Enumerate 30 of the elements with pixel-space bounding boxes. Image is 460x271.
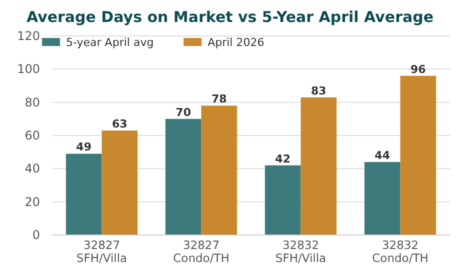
bar [165, 118, 202, 235]
x-tick-label: 32827 SFH/Villa [76, 238, 128, 265]
bar [66, 154, 102, 235]
chart-title: Average Days on Market vs 5-Year April Average [26, 8, 434, 26]
x-tick-label: 32832 Condo/TH [372, 238, 428, 265]
bar [102, 130, 138, 235]
legend-label: April 2026 [208, 36, 264, 49]
y-tick-label: 60 [24, 128, 40, 142]
data-label: 42 [275, 152, 290, 166]
y-tick-label: 80 [24, 95, 40, 110]
legend-label: 5-year April avg [66, 36, 154, 49]
x-tick-label: 32827 Condo/TH [173, 238, 230, 265]
data-label: 78 [212, 92, 227, 106]
bar [201, 106, 238, 235]
bar [300, 97, 337, 235]
data-label: 63 [112, 118, 128, 131]
x-tick-label: 32832 SFH/Villa [275, 238, 326, 265]
y-tick-label: 120 [17, 29, 40, 43]
y-tick-label: 40 [24, 162, 40, 176]
bar [264, 165, 301, 235]
y-tick-label: 20 [24, 194, 40, 209]
data-label: 83 [311, 84, 326, 98]
y-tick-label: 100 [17, 62, 40, 76]
data-label: 49 [76, 140, 92, 154]
bar [364, 162, 400, 235]
data-label: 70 [176, 106, 192, 119]
data-label: 44 [374, 149, 390, 162]
y-tick-label: 0 [32, 228, 40, 242]
data-label: 96 [410, 62, 426, 76]
bar [400, 76, 436, 235]
